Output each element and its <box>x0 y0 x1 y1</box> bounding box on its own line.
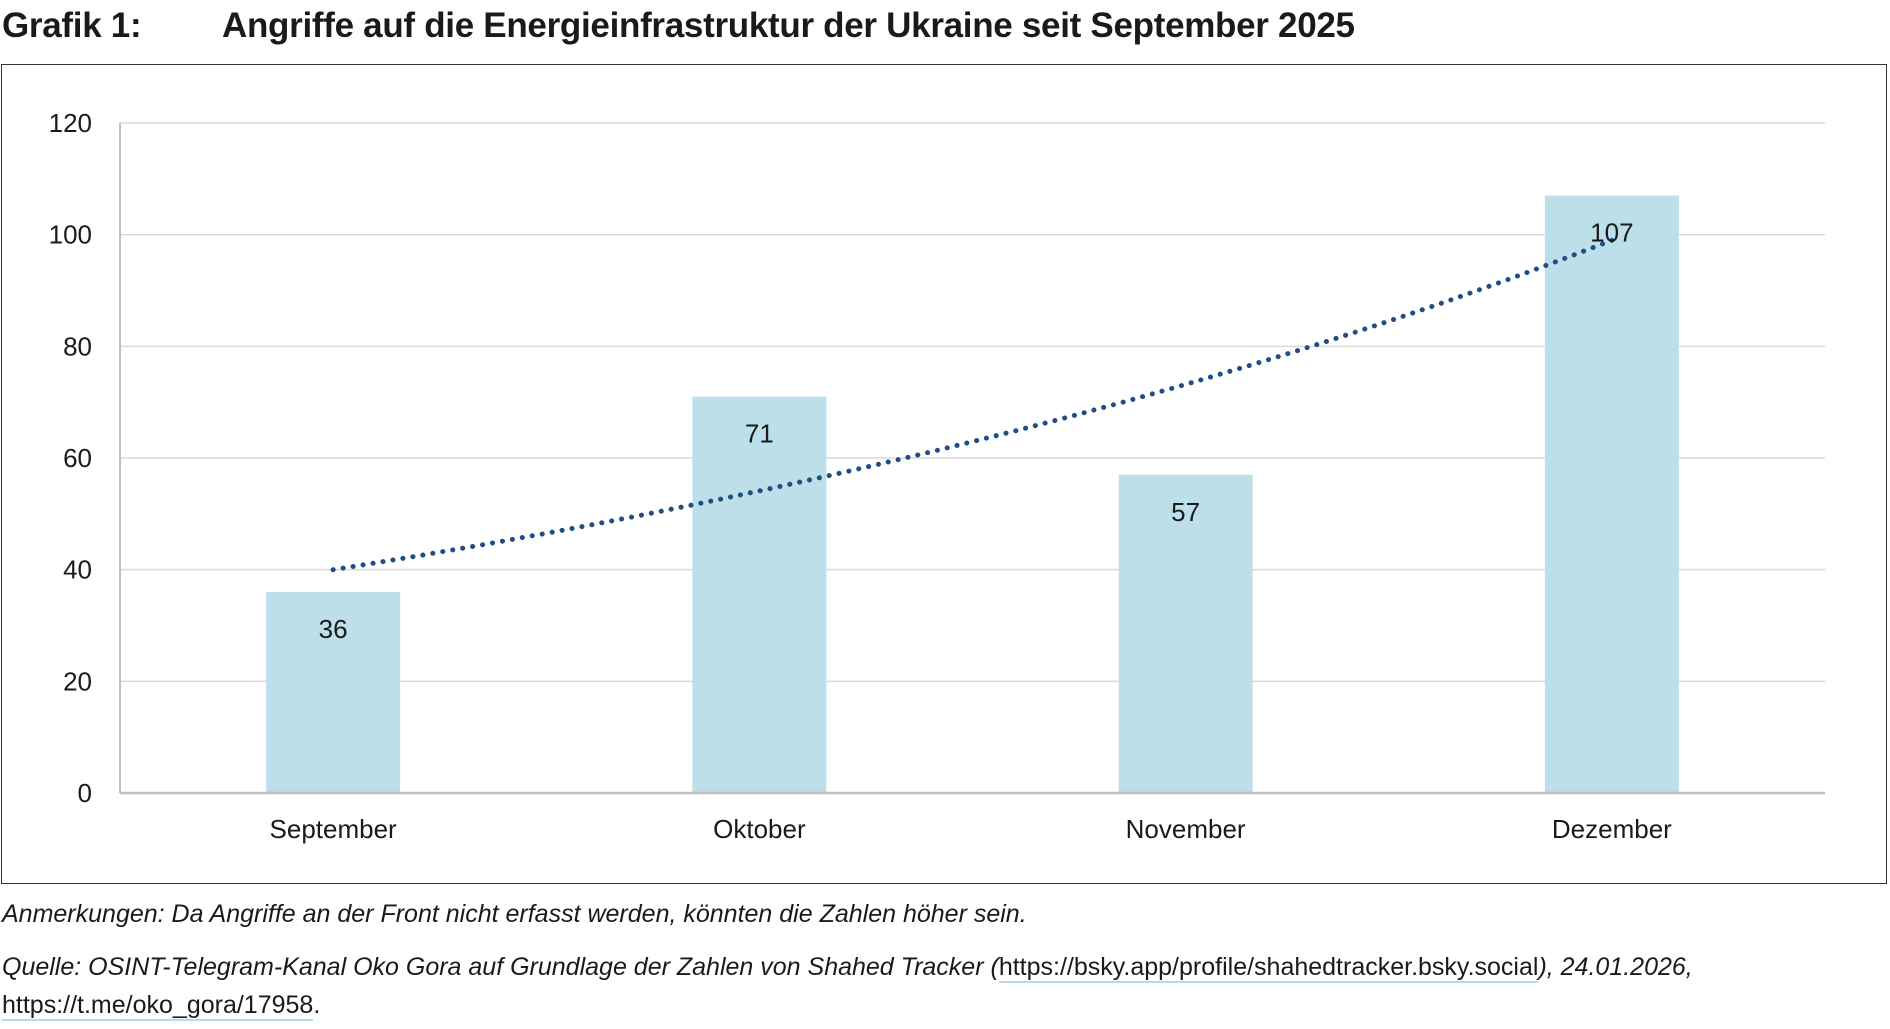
bar <box>692 396 827 793</box>
source-suffix: . <box>313 991 321 1019</box>
y-tick-label: 80 <box>63 331 92 361</box>
data-label: 107 <box>1590 218 1633 248</box>
y-tick-label: 0 <box>78 778 92 808</box>
trendline-layer <box>330 237 1615 573</box>
bar <box>1544 195 1679 794</box>
chart-title: Angriffe auf die Energieinfrastruktur de… <box>222 6 1355 45</box>
x-tick-label: Oktober <box>713 814 806 844</box>
x-tick-label: September <box>270 814 398 844</box>
trendline <box>330 237 1615 573</box>
data-label: 57 <box>1171 497 1200 527</box>
gridlines <box>120 122 1825 683</box>
chart-source: Quelle: OSINT-Telegram-Kanal Oko Gora au… <box>2 948 1886 1024</box>
chart-frame: 0 20 40 60 80 100 120 September 36 Oktober 71 Novem… <box>1 64 1887 884</box>
data-label: 36 <box>319 614 348 644</box>
y-tick-label: 120 <box>49 108 92 138</box>
y-tick-label: 100 <box>49 220 92 250</box>
y-tick-label: 60 <box>63 443 92 473</box>
bar <box>266 592 401 793</box>
source-link-telegram[interactable]: https://t.me/oko_gora/17958 <box>2 991 314 1021</box>
figure-label: Grafik 1: <box>2 6 142 45</box>
source-middle: ), 24.01.2026, <box>1538 953 1693 981</box>
labels: 0 20 40 60 80 100 120 September 36 Oktober 71 Novem… <box>49 108 1673 844</box>
chart-remark: Anmerkungen: Da Angriffe an der Front ni… <box>2 900 1027 928</box>
bar-chart: 0 20 40 60 80 100 120 September 36 Oktober 71 Novem… <box>49 108 1825 844</box>
bar <box>1118 474 1253 793</box>
bars <box>266 195 1679 794</box>
axes <box>119 123 1825 795</box>
x-tick-label: November <box>1126 814 1246 844</box>
x-tick-label: Dezember <box>1552 814 1672 844</box>
source-link-bluesky[interactable]: https://bsky.app/profile/shahedtracker.b… <box>998 953 1539 983</box>
data-label: 71 <box>745 419 774 449</box>
y-tick-label: 40 <box>63 555 92 585</box>
source-prefix: Quelle: OSINT-Telegram-Kanal Oko Gora au… <box>2 953 999 981</box>
y-tick-label: 20 <box>63 666 92 696</box>
